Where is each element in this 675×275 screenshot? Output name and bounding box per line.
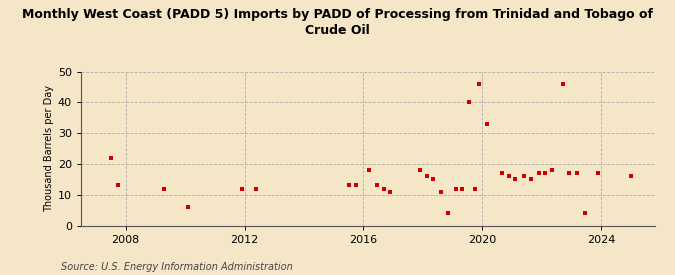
Point <box>510 177 520 182</box>
Text: Source: U.S. Energy Information Administration: Source: U.S. Energy Information Administ… <box>61 262 292 272</box>
Point <box>464 100 475 104</box>
Point <box>539 171 550 175</box>
Point <box>474 82 485 86</box>
Point <box>481 122 492 126</box>
Point <box>343 183 354 188</box>
Point <box>159 186 169 191</box>
Point <box>379 186 389 191</box>
Point <box>593 171 603 175</box>
Point <box>450 186 461 191</box>
Point <box>496 171 507 175</box>
Point <box>251 186 262 191</box>
Point <box>428 177 439 182</box>
Y-axis label: Thousand Barrels per Day: Thousand Barrels per Day <box>44 85 54 212</box>
Point <box>236 186 247 191</box>
Point <box>547 168 558 172</box>
Point <box>533 171 544 175</box>
Point <box>364 168 375 172</box>
Point <box>526 177 537 182</box>
Point <box>504 174 514 178</box>
Point <box>422 174 433 178</box>
Point <box>572 171 583 175</box>
Point <box>563 171 574 175</box>
Point <box>414 168 425 172</box>
Point <box>626 174 637 178</box>
Point <box>435 189 446 194</box>
Text: Monthly West Coast (PADD 5) Imports by PADD of Processing from Trinidad and Toba: Monthly West Coast (PADD 5) Imports by P… <box>22 8 653 37</box>
Point <box>580 211 591 215</box>
Point <box>518 174 529 178</box>
Point <box>183 205 194 209</box>
Point <box>385 189 396 194</box>
Point <box>371 183 382 188</box>
Point <box>105 156 116 160</box>
Point <box>443 211 454 215</box>
Point <box>470 186 481 191</box>
Point <box>557 82 568 86</box>
Point <box>456 186 467 191</box>
Point <box>113 183 124 188</box>
Point <box>350 183 361 188</box>
